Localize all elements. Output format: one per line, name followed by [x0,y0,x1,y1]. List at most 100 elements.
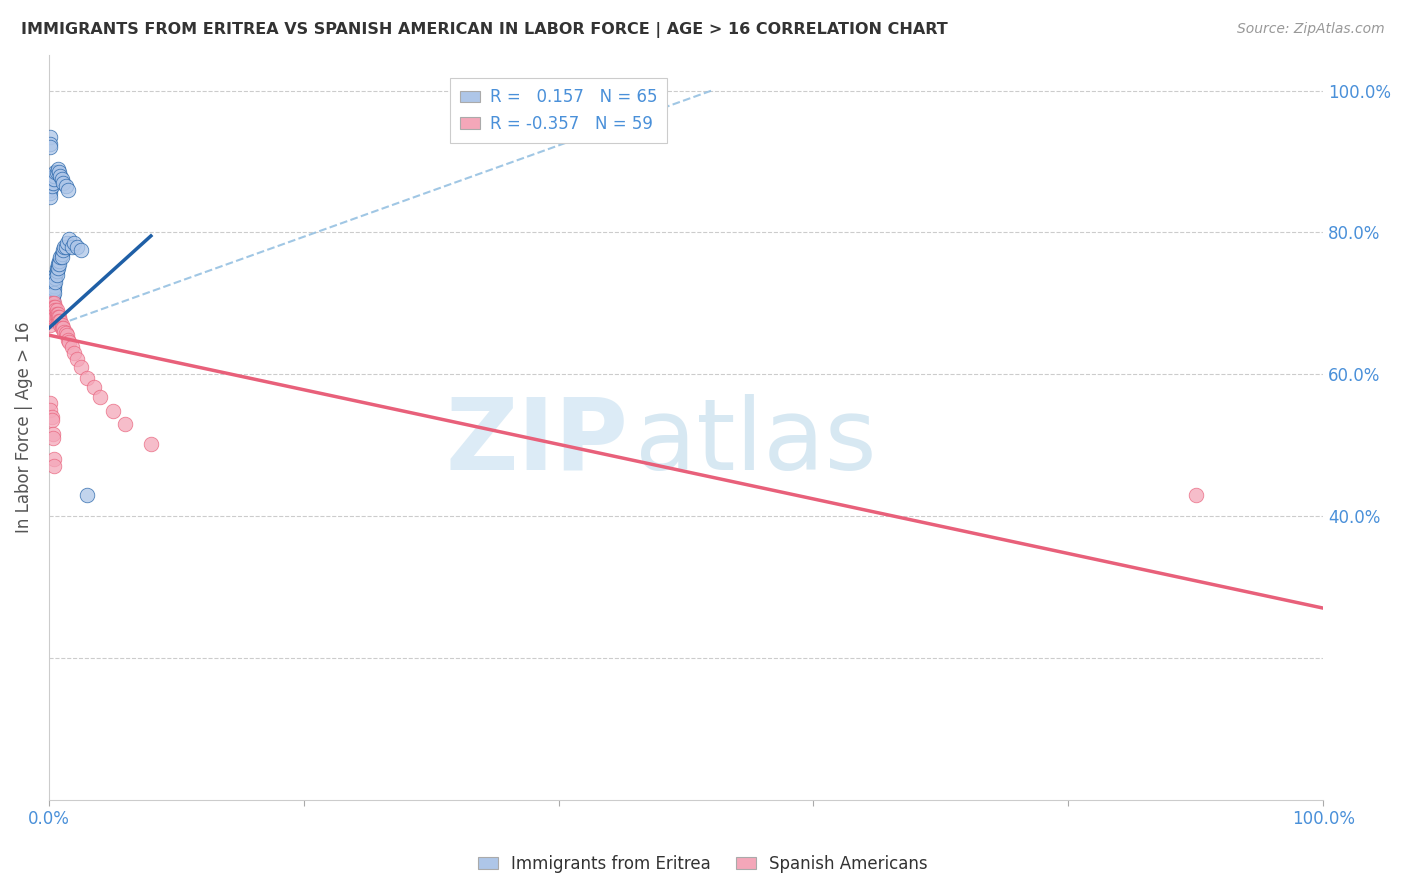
Point [42,172,65,186]
Point [63,235,86,250]
Point [45,307,67,321]
Point [69,360,91,375]
Point [49,314,72,328]
Point [41,310,63,325]
Point [41,303,63,318]
Point [45,268,67,282]
Point [56,333,79,347]
Point [60,239,83,253]
Point [42,452,65,467]
Point [39,318,62,332]
Point [42,172,65,186]
Point [41,300,63,314]
Point [41,296,63,310]
Point [139,436,162,450]
Point [56,235,79,250]
Point [42,300,65,314]
Point [46,161,69,176]
Point [39,303,62,318]
Point [49,318,72,332]
Point [42,303,65,318]
Point [39,136,62,151]
Point [83,380,105,394]
Point [44,300,66,314]
Point [39,314,62,328]
Point [42,296,65,310]
Text: ZIP: ZIP [446,393,628,491]
Point [39,296,62,310]
Point [39,310,62,325]
Point [44,275,66,289]
Point [42,282,65,296]
Point [42,289,65,303]
Text: Source: ZipAtlas.com: Source: ZipAtlas.com [1237,22,1385,37]
Point [39,190,62,204]
Point [76,488,98,502]
Point [42,176,65,190]
Point [39,303,62,318]
Point [44,271,66,285]
Point [41,300,63,314]
Point [53,239,76,253]
Point [58,232,80,246]
Point [39,300,62,314]
Point [42,282,65,296]
Point [49,250,72,264]
Point [46,314,69,328]
Point [42,293,65,307]
Point [39,307,62,321]
Point [42,431,65,445]
Point [41,296,63,310]
Point [42,307,65,321]
Point [41,307,63,321]
Point [42,310,65,325]
Point [49,169,72,183]
Point [45,165,67,179]
Point [66,351,89,366]
Point [45,260,67,275]
Point [42,303,65,318]
Point [42,278,65,293]
Point [41,413,63,427]
Point [41,176,63,190]
Point [51,318,73,332]
Point [55,179,77,194]
Point [44,307,66,321]
Point [46,260,69,275]
Point [41,307,63,321]
Point [39,310,62,325]
Point [51,250,73,264]
Point [46,257,69,271]
Point [56,328,79,343]
Point [48,165,70,179]
Point [46,307,69,321]
Point [41,289,63,303]
Point [52,243,75,257]
Point [41,179,63,194]
Point [42,285,65,300]
Point [42,285,65,300]
Point [55,239,77,253]
Point [101,404,124,418]
Point [44,303,66,318]
Point [42,459,65,474]
Legend: Immigrants from Eritrea, Spanish Americans: Immigrants from Eritrea, Spanish America… [471,848,935,880]
Point [44,165,66,179]
Point [48,253,70,268]
Point [39,402,62,417]
Text: IMMIGRANTS FROM ERITREA VS SPANISH AMERICAN IN LABOR FORCE | AGE > 16 CORRELATIO: IMMIGRANTS FROM ERITREA VS SPANISH AMERI… [21,22,948,38]
Point [51,321,73,335]
Point [46,310,69,325]
Point [41,409,63,424]
Point [63,346,86,360]
Point [56,183,79,197]
Point [58,335,80,350]
Point [39,140,62,154]
Point [39,186,62,201]
Point [42,296,65,310]
Point [66,239,89,253]
Point [48,314,70,328]
Point [45,303,67,318]
Point [42,169,65,183]
Point [53,325,76,339]
